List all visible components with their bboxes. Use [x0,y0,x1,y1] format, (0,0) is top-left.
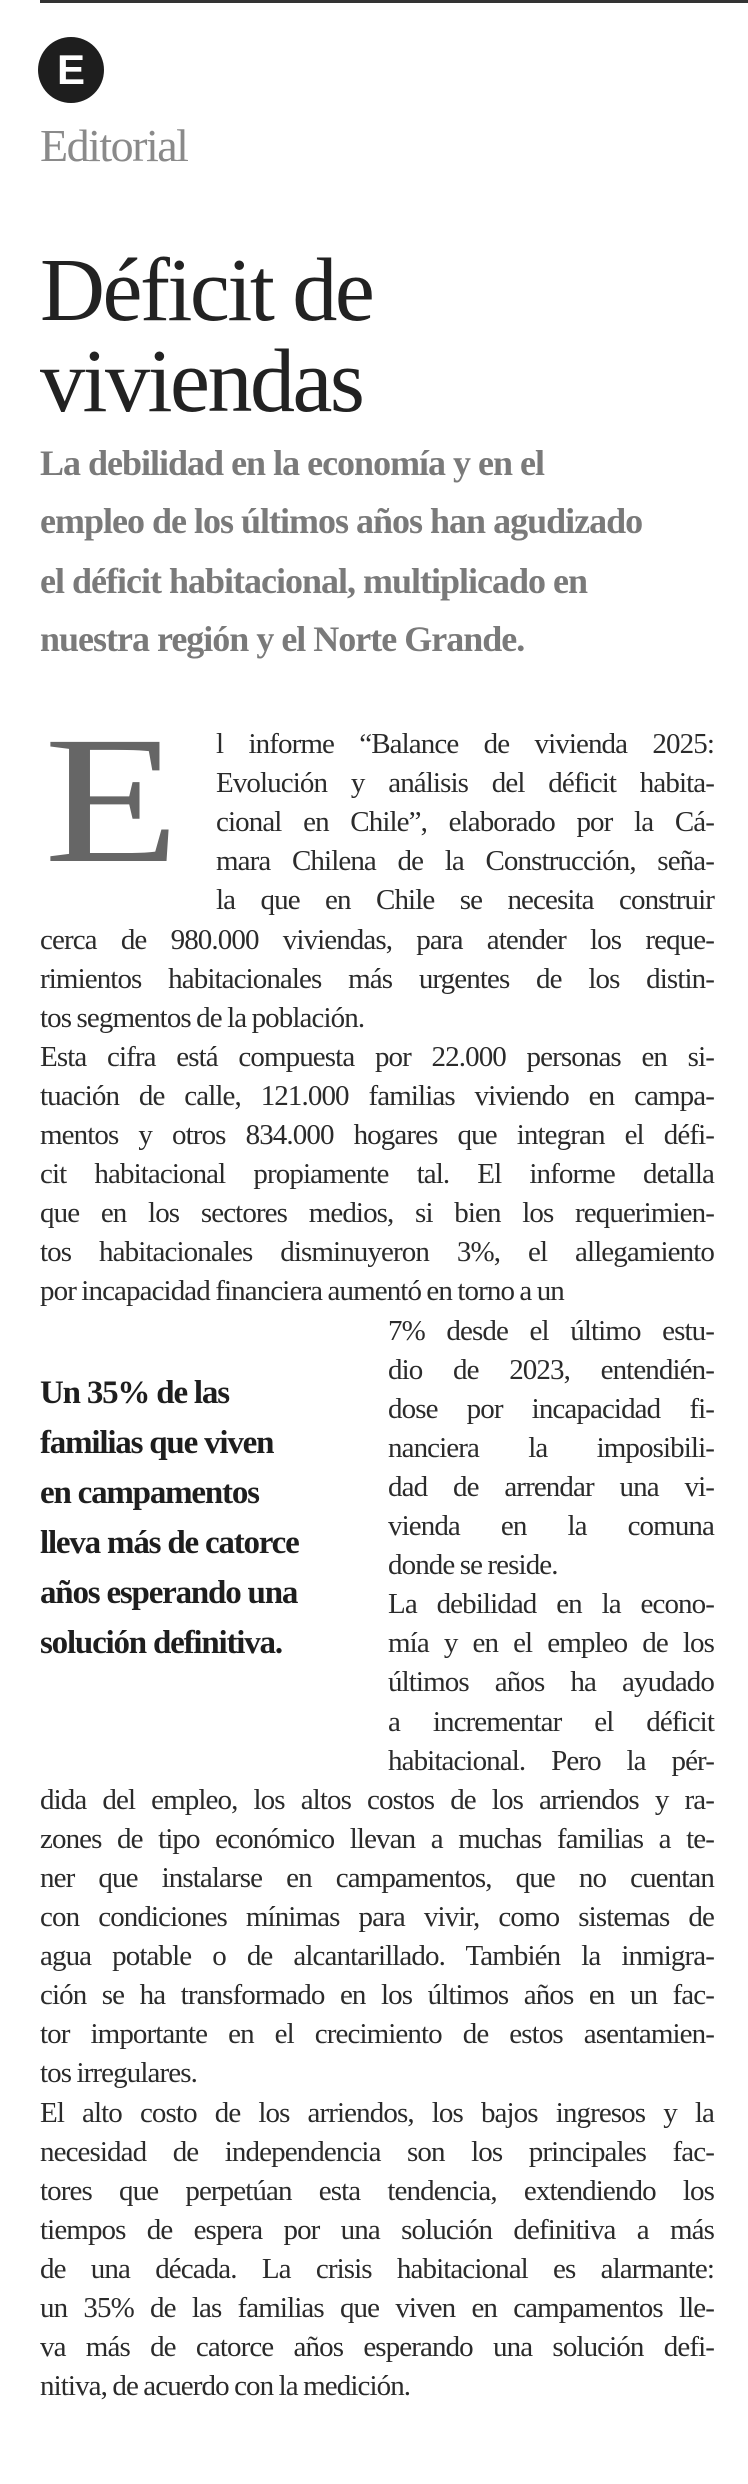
body-line: El alto costo de los arriendos, los bajo… [40,2097,715,2129]
body-line: agua potable o de alcantarillado. Tambié… [40,1940,715,1972]
body-line: con condiciones mínimas para vivir, como… [40,1901,715,1933]
body-line: Evolución y análisis del déficit habita- [216,767,715,799]
body-line: tos segmentos de la población. [40,1002,365,1034]
body-line: a incrementar el déficit [388,1706,715,1738]
body-line: dio de 2023, entendién- [388,1354,715,1386]
lede-line: el déficit habitacional, multiplicado en [40,561,588,601]
body-line: cerca de 980.000 viviendas, para atender… [40,924,715,956]
body-line: la que en Chile se necesita construir [216,884,715,916]
body-line: cional en Chile”, elaborado por la Cá- [216,806,715,838]
body-line: nanciera la imposibili- [388,1432,715,1464]
pull-quote-line: años esperando una [40,1575,298,1611]
section-label: Editorial [40,120,189,171]
lede-line: nuestra región y el Norte Grande. [40,619,525,659]
body-line: donde se reside. [388,1549,559,1581]
body-line: mara Chilena de la Construcción, seña- [216,845,715,877]
pull-quote-line: solución definitiva. [40,1625,283,1661]
body-line: que en los sectores medios, si bien los … [40,1197,715,1229]
pull-quote-line: Un 35% de las [40,1375,230,1411]
pull-quote-line: lleva más de catorce [40,1525,300,1561]
body-line: tores que perpetúan esta tendencia, exte… [40,2175,715,2207]
body-line: va más de catorce años esperando una sol… [40,2331,715,2363]
body-line: nitiva, de acuerdo con la medición. [40,2370,411,2402]
drop-cap: E [44,700,180,901]
body-line: mentos y otros 834.000 hogares que integ… [40,1119,715,1151]
body-line: vienda en la comuna [388,1510,715,1542]
body-line: l informe “Balance de vivienda 2025: [216,728,715,760]
body-line: tuación de calle, 121.000 familias vivie… [40,1080,715,1112]
body-line: Esta cifra está compuesta por 22.000 per… [40,1041,715,1073]
body-line: ción se ha transformado en los últimos a… [40,1979,715,2011]
pull-quote-line: en campamentos [40,1475,260,1511]
body-line: tos irregulares. [40,2057,198,2089]
body-line: un 35% de las familias que viven en camp… [40,2292,715,2324]
body-line: tiempos de espera por una solución defin… [40,2214,715,2246]
headline-line: Déficit de [40,241,375,340]
body-line: habitacional. Pero la pér- [388,1745,715,1777]
top-rule [40,0,748,3]
pull-quote-line: familias que viven [40,1425,274,1461]
lede-line: empleo de los últimos años han agudizado [40,501,643,541]
editorial-badge-icon: E [38,37,104,103]
body-line: zones de tipo económico llevan a muchas … [40,1823,715,1855]
body-line: dida del empleo, los altos costos de los… [40,1784,715,1816]
body-line: 7% desde el último estu- [388,1315,715,1347]
body-line: tos habitacionales disminuyeron 3%, el a… [40,1236,715,1268]
body-line: ner que instalarse en campamentos, que n… [40,1862,715,1894]
body-line: últimos años ha ayudado [388,1666,715,1698]
body-line: rimientos habitacionales más urgentes de… [40,963,715,995]
body-line: de una década. La crisis habitacional es… [40,2253,715,2285]
body-line: necesidad de independencia son los princ… [40,2136,715,2168]
headline-line: viviendas [40,332,365,431]
body-line: dad de arrendar una vi- [388,1471,715,1503]
body-line: mía y en el empleo de los [388,1627,715,1659]
body-line: por incapacidad financiera aumentó en to… [40,1275,565,1307]
body-line: tor importante en el crecimiento de esto… [40,2018,715,2050]
body-line: dose por incapacidad fi- [388,1393,715,1425]
body-line: La debilidad en la econo- [388,1588,715,1620]
lede-line: La debilidad en la economía y en el [40,443,545,483]
body-line: cit habitacional propiamente tal. El inf… [40,1158,715,1190]
